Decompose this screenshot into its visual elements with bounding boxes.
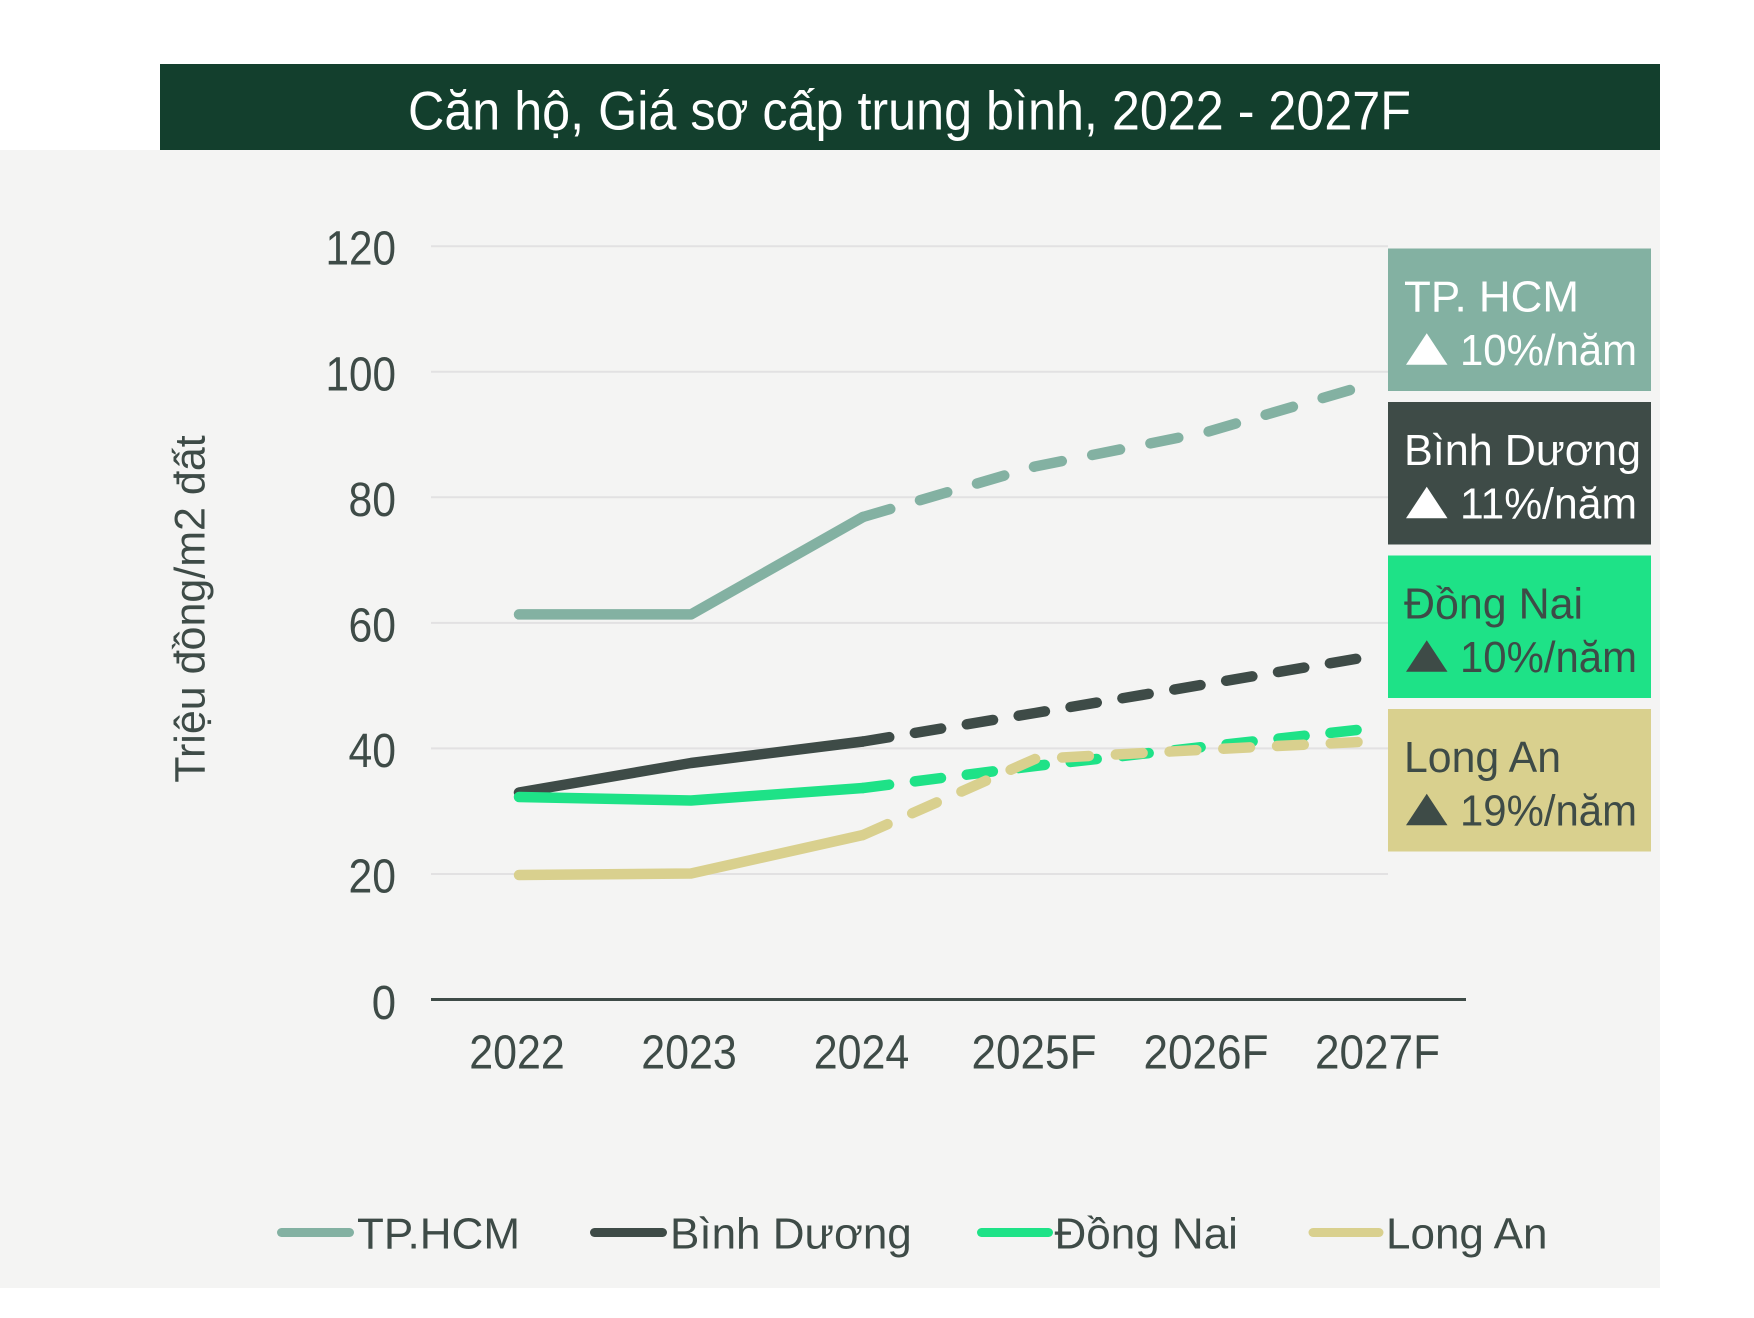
svg-text:19%/năm: 19%/năm bbox=[1460, 787, 1637, 836]
svg-text:Triệu đồng/m2 đất: Triệu đồng/m2 đất bbox=[167, 435, 215, 782]
svg-text:2023: 2023 bbox=[641, 1026, 737, 1079]
svg-text:Bình Dương: Bình Dương bbox=[670, 1210, 912, 1259]
svg-text:Long An: Long An bbox=[1386, 1210, 1548, 1259]
svg-text:20: 20 bbox=[349, 851, 397, 904]
svg-text:TP.HCM: TP.HCM bbox=[357, 1210, 520, 1259]
svg-text:60: 60 bbox=[349, 599, 397, 652]
svg-text:Đồng Nai: Đồng Nai bbox=[1055, 1210, 1238, 1259]
svg-text:Bình Dương: Bình Dương bbox=[1404, 426, 1641, 475]
svg-text:2026F: 2026F bbox=[1144, 1026, 1269, 1079]
svg-text:2025F: 2025F bbox=[972, 1026, 1097, 1079]
svg-text:2024: 2024 bbox=[814, 1026, 910, 1079]
svg-text:11%/năm: 11%/năm bbox=[1460, 480, 1637, 529]
svg-text:40: 40 bbox=[349, 725, 397, 778]
svg-text:Đồng Nai: Đồng Nai bbox=[1404, 580, 1583, 629]
svg-text:2027F: 2027F bbox=[1315, 1026, 1440, 1079]
svg-text:Căn hộ, Giá sơ cấp trung bình,: Căn hộ, Giá sơ cấp trung bình, 2022 - 20… bbox=[408, 80, 1411, 142]
svg-text:80: 80 bbox=[349, 474, 397, 527]
svg-text:Long An: Long An bbox=[1404, 733, 1561, 782]
svg-text:100: 100 bbox=[326, 348, 397, 401]
svg-text:TP. HCM: TP. HCM bbox=[1404, 273, 1579, 322]
svg-text:10%/năm: 10%/năm bbox=[1460, 326, 1637, 375]
svg-text:0: 0 bbox=[372, 977, 396, 1030]
svg-text:2022: 2022 bbox=[469, 1026, 565, 1079]
svg-text:10%/năm: 10%/năm bbox=[1460, 633, 1637, 682]
svg-text:120: 120 bbox=[326, 223, 397, 276]
